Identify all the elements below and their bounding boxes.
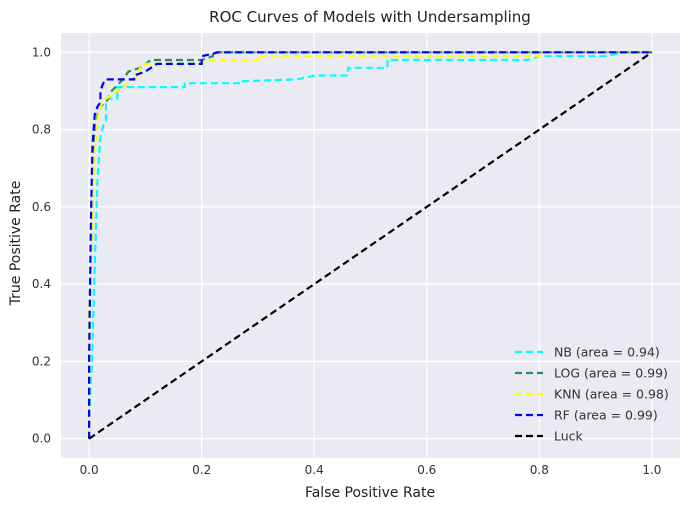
legend-label: RF (area = 0.99) (554, 408, 658, 423)
x-axis-label: False Positive Rate (305, 485, 435, 501)
x-tick-label: 0.8 (530, 463, 549, 477)
x-tick-label: 1.0 (642, 463, 661, 477)
y-tick-label: 0.6 (32, 200, 51, 214)
x-tick-label: 0.6 (417, 463, 436, 477)
series-line-nb (87, 51, 652, 439)
grid-lines (61, 33, 680, 458)
y-axis-label: True Positive Rate (8, 181, 24, 307)
series-line-rf (87, 51, 652, 439)
tick-labels: 0.0 0.2 0.4 0.6 0.8 1.0 0.0 0.2 0.4 0.6 0.8 1.0 (32, 45, 662, 477)
legend-label: Luck (554, 429, 584, 444)
y-tick-label: 1.0 (32, 45, 51, 59)
legend-label: KNN (area = 0.98) (554, 387, 669, 402)
y-tick-label: 0.2 (32, 354, 51, 368)
legend-label: NB (area = 0.94) (554, 345, 660, 360)
series-line-luck (88, 51, 653, 440)
x-tick-label: 0.2 (192, 463, 211, 477)
y-tick-label: 0.4 (32, 277, 51, 291)
x-tick-label: 0.0 (80, 463, 99, 477)
series-layer (87, 51, 653, 440)
y-tick-label: 0.0 (32, 432, 51, 446)
x-tick-label: 0.4 (305, 463, 324, 477)
legend-label: LOG (area = 0.99) (554, 366, 668, 381)
y-tick-label: 0.8 (32, 123, 51, 137)
chart-title: ROC Curves of Models with Undersampling (209, 8, 531, 26)
legend: NB (area = 0.94) LOG (area = 0.99) KNN (ar… (515, 345, 669, 444)
